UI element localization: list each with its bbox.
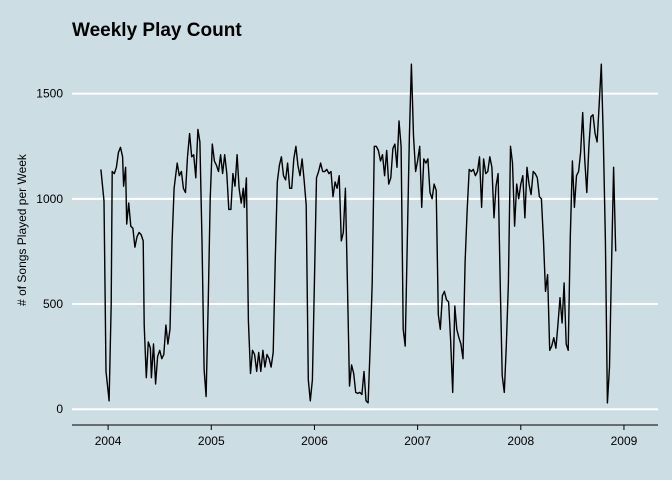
y-axis-label: # of Songs Played per Week (15, 153, 29, 306)
x-tick-label: 2005 (198, 434, 225, 448)
x-tick-label: 2004 (95, 434, 122, 448)
y-axis-ticks: 0 500 1000 1500 (36, 87, 63, 417)
y-tick-label: 500 (43, 297, 63, 311)
x-axis: 2004 2005 2006 2007 2008 2009 (72, 424, 658, 448)
y-tick-label: 1500 (36, 87, 63, 101)
chart-title: Weekly Play Count (72, 20, 242, 41)
x-tick-label: 2008 (507, 434, 534, 448)
y-tick-label: 0 (56, 402, 63, 416)
series-line (100, 63, 617, 404)
x-tick-label: 2006 (301, 434, 328, 448)
y-tick-label: 1000 (36, 192, 63, 206)
x-tick-label: 2009 (611, 434, 638, 448)
x-tick-label: 2007 (404, 434, 431, 448)
